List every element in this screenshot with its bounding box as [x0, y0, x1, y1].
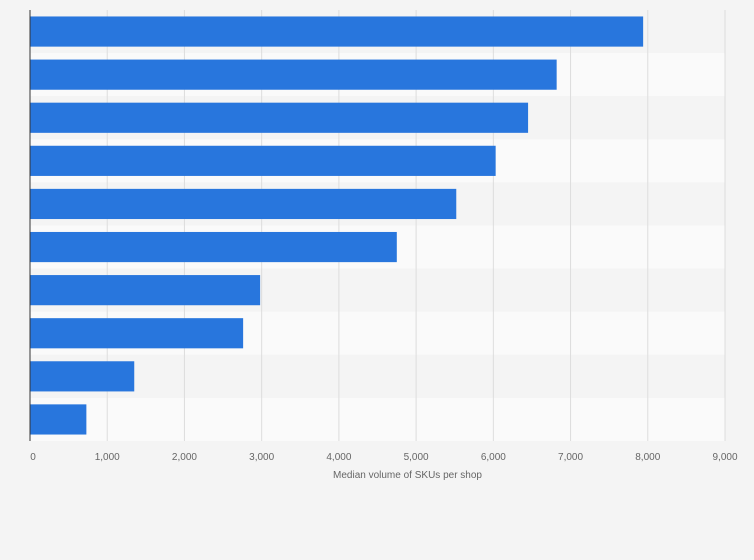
bar — [30, 59, 557, 90]
x-axis-label: Median volume of SKUs per shop — [333, 470, 482, 481]
bar — [30, 318, 244, 349]
x-tick-label: 8,000 — [635, 452, 660, 463]
bar — [30, 404, 87, 435]
x-tick-labels: 0 1,000 2,000 3,000 4,000 5,000 6,000 7,000 8,00… — [30, 452, 738, 463]
bars — [30, 16, 644, 435]
bar — [30, 145, 496, 176]
row-band — [30, 397, 725, 441]
bar — [30, 102, 529, 133]
x-tick-label: 2,000 — [172, 452, 197, 463]
x-tick-label: 3,000 — [249, 452, 274, 463]
x-tick-label: 0 — [30, 452, 36, 463]
bar — [30, 275, 261, 306]
bar — [30, 16, 644, 47]
bar — [30, 361, 135, 392]
bar — [30, 188, 457, 220]
x-tick-label: 4,000 — [326, 452, 351, 463]
row-band — [30, 354, 725, 398]
x-tick-label: 1,000 — [95, 452, 120, 463]
x-tick-label: 5,000 — [404, 452, 429, 463]
bar — [30, 231, 397, 263]
x-tick-label: 7,000 — [558, 452, 583, 463]
x-tick-label: 6,000 — [481, 452, 506, 463]
x-tick-label: 9,000 — [712, 452, 737, 463]
